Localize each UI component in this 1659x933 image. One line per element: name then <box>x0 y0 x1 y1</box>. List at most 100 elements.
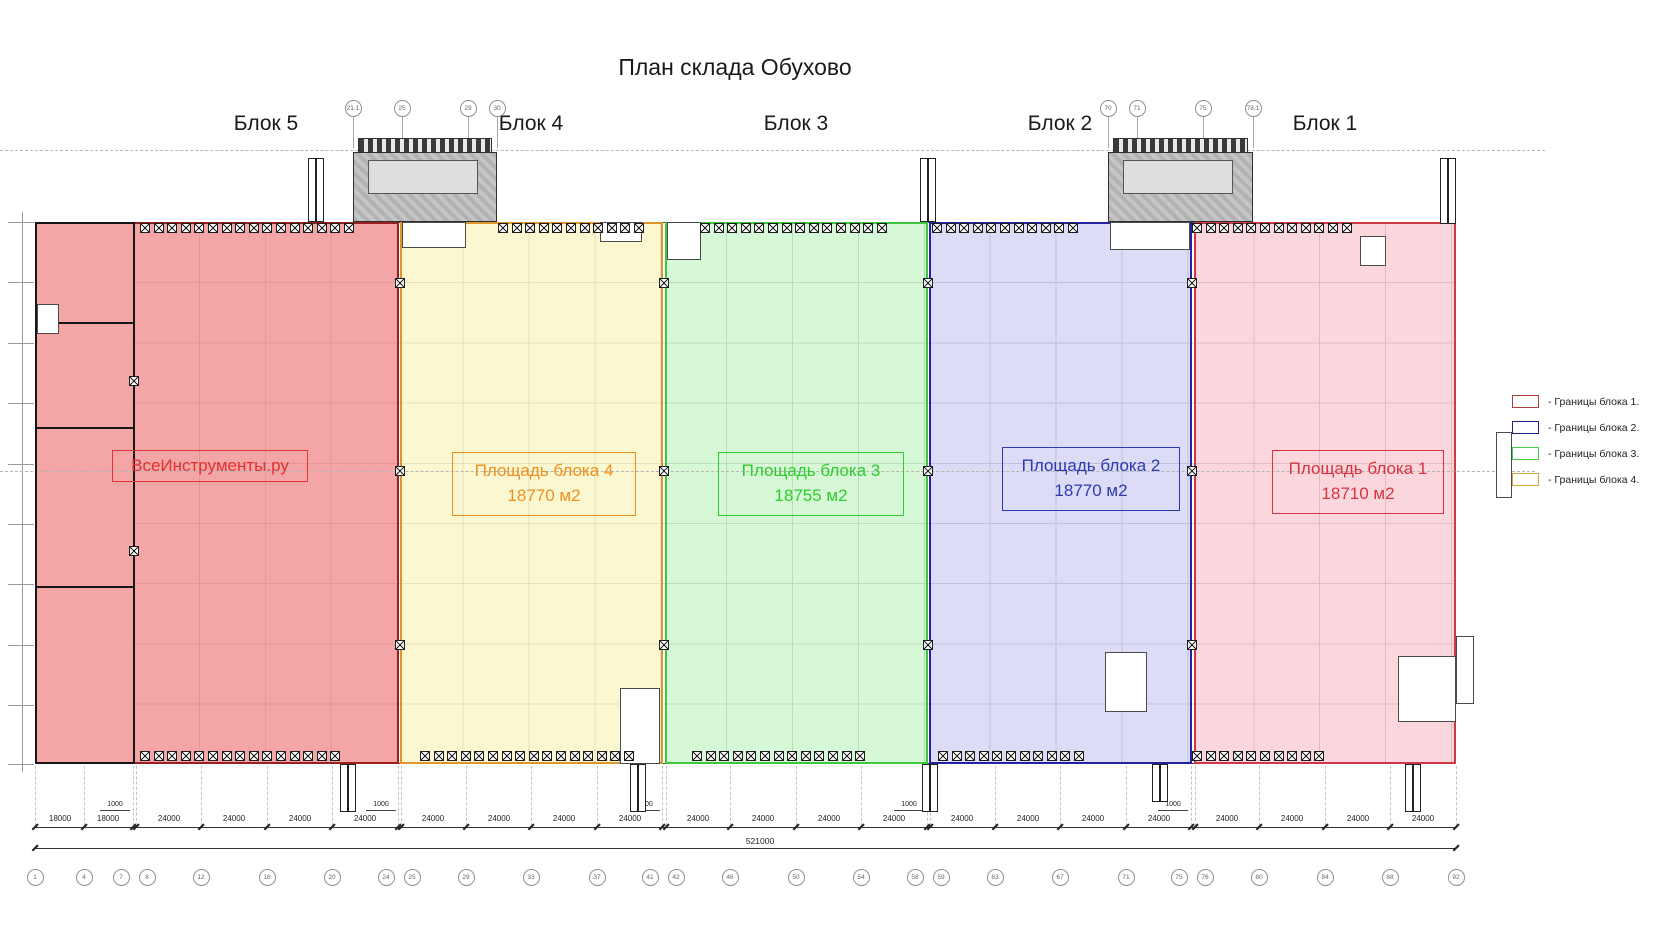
stair-core <box>37 304 59 334</box>
left-dimension-tick <box>8 584 34 585</box>
dock-door-icon <box>795 223 806 233</box>
dock-door-icon <box>488 751 498 761</box>
dock-door-icon <box>566 223 576 233</box>
grid-bubble-bottom: 76 <box>1196 869 1214 886</box>
vent-shaft <box>920 158 936 222</box>
dock-door-icon <box>1314 751 1325 761</box>
vent-shaft <box>1405 764 1421 812</box>
block-title-5: Блок 5 <box>233 112 299 135</box>
interior-room <box>1105 652 1147 712</box>
block2-area-title: Площадь блока 2 <box>1021 456 1161 476</box>
grid-leader-line <box>332 766 333 826</box>
left-dimension-tick <box>8 764 34 765</box>
loading-dock-east-interior <box>1123 160 1233 194</box>
legend-label-block3: - Границы блока 3. <box>1548 447 1640 460</box>
column-marker-icon <box>129 546 139 556</box>
dock-door-icon <box>552 223 563 233</box>
dock-door-icon <box>945 223 956 233</box>
column-marker-icon <box>659 466 669 476</box>
legend-label-block4: - Границы блока 4. <box>1548 473 1640 486</box>
block1-area-value: 18710 м2 <box>1321 484 1395 503</box>
grid-leader-line <box>201 766 202 826</box>
bay-dimension-label: 24000 <box>487 814 511 823</box>
vent-shaft <box>1440 158 1456 224</box>
column-marker-icon <box>395 278 405 288</box>
grid-bubble-bottom: 41 <box>641 869 659 886</box>
axis-centerline-top <box>0 150 1545 151</box>
grid-leader-line <box>1060 766 1061 826</box>
dock-door-icon <box>1287 223 1298 233</box>
dock-door-icon <box>932 223 942 233</box>
grid-bubble-bottom: 37 <box>588 869 606 886</box>
dock-door-icon <box>1019 751 1030 761</box>
grid-bubble-top: 29 <box>459 100 477 117</box>
bay-dimension-label: 24000 <box>1016 814 1040 823</box>
bay-dimension-line <box>35 827 1456 828</box>
block3-area-title: Площадь блока 3 <box>741 461 881 481</box>
grid-leader-line <box>267 766 268 826</box>
dock-door-icon <box>863 223 874 233</box>
vent-shaft <box>308 158 324 222</box>
dock-door-icon <box>262 223 273 233</box>
left-dimension-tick <box>8 524 34 525</box>
grid-bubble-top: 70 <box>1099 100 1117 117</box>
dock-door-icon <box>344 223 354 233</box>
dock-door-icon <box>528 751 539 761</box>
dock-door-icon <box>433 751 444 761</box>
dock-door-icon <box>303 223 314 233</box>
dock-door-icon <box>538 223 549 233</box>
grid-bubble-bottom: 1 <box>26 869 44 886</box>
block3-area-label: Площадь блока 3 18755 м2 <box>718 452 904 516</box>
bay-dimension-label: 24000 <box>1215 814 1239 823</box>
dock-door-icon <box>1314 223 1325 233</box>
legend-item-3: - Границы блока 3. <box>1512 447 1639 460</box>
column-marker-icon <box>129 376 139 386</box>
dock-door-icon <box>153 223 164 233</box>
dock-door-icon <box>978 751 989 761</box>
dock-door-icon <box>620 223 631 233</box>
grid-bubble-bottom: 12 <box>192 869 210 886</box>
left-dimension-tick <box>8 282 34 283</box>
dock-door-icon <box>705 751 716 761</box>
dock-door-icon <box>768 223 778 233</box>
column-marker-icon <box>659 278 669 288</box>
loading-dock-west-interior <box>368 160 478 194</box>
grid-bubble-leader <box>402 117 403 148</box>
dock-office-room <box>402 222 466 248</box>
dock-door-icon <box>606 223 617 233</box>
block5-tenant-name: ВсеИнструменты.ру <box>131 455 289 475</box>
grid-bubble-leader <box>1253 117 1254 148</box>
dock-door-icon <box>515 751 526 761</box>
dock-door-icon <box>221 223 232 233</box>
dock-door-icon <box>248 223 259 233</box>
dock-door-icon <box>713 223 724 233</box>
dock-door-icon <box>828 751 838 761</box>
bay-dimension-label: 24000 <box>1147 814 1171 823</box>
dock-door-icon <box>167 751 178 761</box>
dock-door-icon <box>1260 751 1270 761</box>
interior-room <box>620 688 660 764</box>
column-marker-icon <box>395 640 405 650</box>
dock-door-icon <box>951 751 962 761</box>
dimension-tick <box>1452 844 1460 852</box>
dock-door-icon <box>140 751 150 761</box>
grid-bubble-bottom: 42 <box>667 869 685 886</box>
grid-bubble-leader <box>497 117 498 148</box>
column-marker-icon <box>1187 278 1197 288</box>
grid-bubble-leader <box>1203 117 1204 148</box>
dock-door-icon <box>140 223 150 233</box>
inset-dimension-label: 1000 <box>1158 801 1188 811</box>
grid-bubble-leader <box>1137 117 1138 148</box>
block-title-3: Блок 3 <box>763 112 829 135</box>
overall-dimension-line <box>35 848 1456 849</box>
dock-door-icon <box>276 223 286 233</box>
dock-door-icon <box>153 751 164 761</box>
dock-door-icon <box>474 751 485 761</box>
dock-door-icon <box>1054 223 1065 233</box>
partition-wall <box>35 586 133 588</box>
grid-bubble-top: 75 <box>1194 100 1212 117</box>
dock-door-icon <box>593 223 604 233</box>
dock-door-icon <box>194 751 205 761</box>
inset-dimension-label: 1000 <box>100 801 130 811</box>
grid-leader-line <box>995 766 996 826</box>
